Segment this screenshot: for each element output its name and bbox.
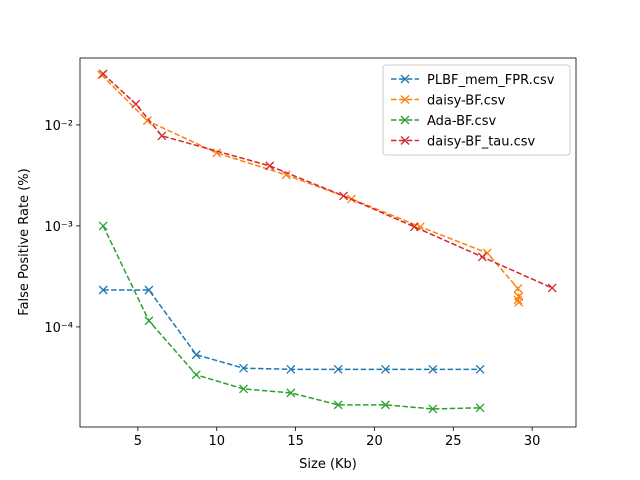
legend-box: [382, 64, 571, 156]
marker: [142, 116, 152, 126]
marker: [157, 131, 167, 141]
marker: [98, 69, 108, 79]
x-tick-label: 5: [134, 434, 142, 449]
legend-marker: [400, 74, 410, 84]
legend-marker: [400, 115, 410, 125]
y-tick-label: 10⁻⁴: [44, 321, 73, 336]
marker: [409, 222, 419, 232]
marker: [98, 221, 108, 231]
marker: [239, 384, 249, 394]
y-tick-label: 10⁻²: [44, 119, 73, 134]
series-line: [102, 73, 553, 289]
x-tick-label: 30: [524, 434, 541, 449]
marker: [131, 99, 141, 109]
marker: [333, 400, 343, 410]
legend-label: Ada-BF.csv: [427, 114, 496, 129]
marker: [381, 400, 390, 410]
legend-marker: [400, 136, 410, 145]
x-tick-label: 10: [208, 434, 225, 449]
plot-frame: [79, 57, 577, 428]
marker: [428, 404, 438, 414]
marker: [98, 285, 108, 295]
marker: [475, 403, 485, 413]
marker: [144, 316, 154, 326]
marker: [381, 364, 390, 374]
y-tick-label: 10⁻³: [44, 220, 73, 235]
marker: [191, 370, 201, 380]
marker: [514, 297, 524, 307]
marker: [333, 364, 343, 374]
legend-label: daisy-BF.csv: [427, 94, 506, 109]
x-tick-label: 15: [287, 434, 304, 449]
x-axis-label: Size (Kb): [299, 457, 357, 472]
marker: [513, 284, 523, 293]
y-axis-label: False Positive Rate (%): [17, 168, 32, 315]
x-tick-label: 25: [445, 434, 462, 449]
marker: [239, 363, 249, 373]
marker: [513, 295, 523, 305]
legend-label: daisy-BF_tau.csv: [427, 135, 536, 150]
marker: [265, 161, 275, 171]
marker: [428, 364, 438, 374]
marker: [339, 191, 348, 201]
legend-marker: [400, 95, 410, 104]
legend-label: PLBF_mem_FPR.csv: [427, 73, 555, 88]
marker: [144, 285, 154, 295]
marker: [191, 350, 201, 360]
marker: [475, 364, 485, 374]
marker: [477, 252, 487, 262]
marker: [286, 388, 296, 398]
x-tick-label: 20: [366, 434, 383, 449]
marker: [281, 170, 291, 180]
marker: [286, 364, 296, 374]
marker: [547, 283, 557, 293]
